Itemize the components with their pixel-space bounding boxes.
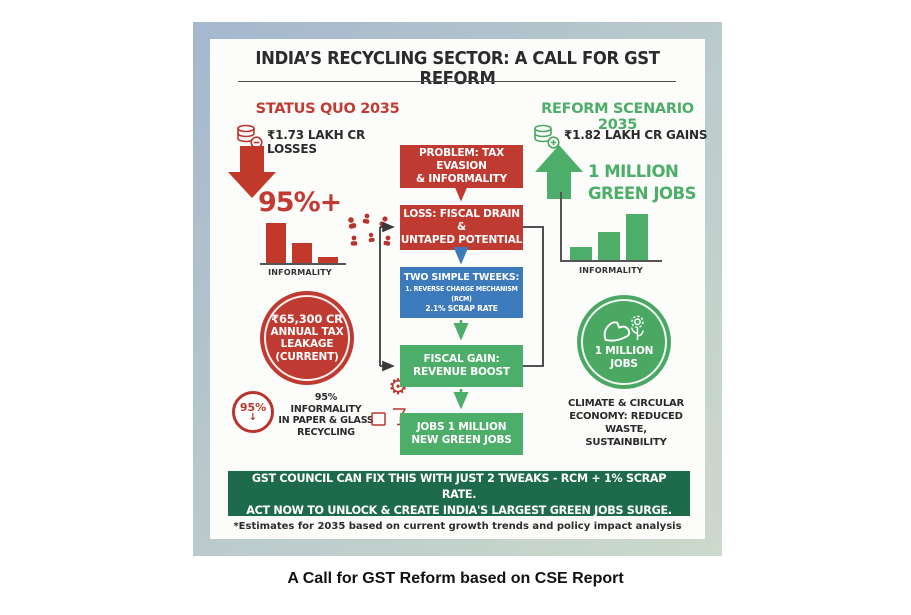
tax-leakage-circle: ₹65,300 CR ANNUAL TAX LEAKAGE (CURRENT) <box>260 291 354 385</box>
flow-gain-box: FISCAL GAIN: REVENUE BOOST <box>400 345 523 387</box>
status-quo-amount: ₹1.73 LAKH CR LOSSES <box>267 128 366 156</box>
chart-bar <box>570 247 592 260</box>
status-quo-heading: STATUS QUO 2035 <box>255 101 400 117</box>
badge-down-arrow-icon: ↓ <box>248 411 258 423</box>
flow-tweaks-box: TWO SIMPLE TWEEKS: 1. REVERSE CHARGE MEC… <box>400 267 523 318</box>
strength-and-growth-icon <box>599 314 649 345</box>
chart-bar <box>266 223 286 263</box>
million-jobs-circle: 1 MILLION JOBS <box>577 295 671 389</box>
status-quo-chart-label: INFORMALITY <box>268 268 332 277</box>
infographic-frame: INDIA’S RECYCLING SECTOR: A CALL FOR GST… <box>193 22 722 556</box>
infographic-card: INDIA’S RECYCLING SECTOR: A CALL FOR GST… <box>210 39 708 539</box>
reform-heading: REFORM SCENARIO 2035 <box>541 101 694 133</box>
big-green-up-arrow-icon <box>535 145 583 199</box>
informal-workers-icon <box>342 211 398 251</box>
flow-loss-box: LOSS: FISCAL DRAIN & UNTAPED POTENTIAL <box>400 205 523 250</box>
chart-bar <box>626 214 648 260</box>
informality-stat: 95%+ <box>258 187 342 218</box>
informality-badge: 95% ↓ <box>232 391 274 433</box>
image-caption: A Call for GST Reform based on CSE Repor… <box>287 570 624 587</box>
chart-bar <box>292 243 312 263</box>
leakage-amount: ₹65,300 CR <box>271 312 343 326</box>
status-quo-bar-chart <box>260 221 346 265</box>
estimates-footnote: *Estimates for 2035 based on current gro… <box>233 521 682 532</box>
chart-bar <box>318 257 338 263</box>
informality-badge-text: 95% INFORMALITY IN PAPER & GLASS RECYCLI… <box>278 392 374 438</box>
flow-jobs-box: JOBS 1 MILLION NEW GREEN JOBS <box>400 413 523 455</box>
flow-problem-box: PROBLEM: TAX EVASION & INFORMALITY <box>400 145 523 188</box>
coins-plus-icon <box>532 122 560 150</box>
climate-economy-text: CLIMATE & CIRCULAR ECONOMY: REDUCED WAST… <box>567 398 685 448</box>
reform-bar-chart <box>560 192 662 262</box>
green-jobs-headline: 1 MILLION GREEN JOBS <box>588 162 696 203</box>
infographic-title: INDIA’S RECYCLING SECTOR: A CALL FOR GST… <box>255 49 660 89</box>
chart-bar <box>598 232 620 260</box>
call-to-action-banner: GST COUNCIL CAN FIX THIS WITH JUST 2 TWE… <box>228 471 690 517</box>
coins-minus-icon <box>235 122 263 150</box>
reform-amount: ₹1.82 LAKH CR GAINS <box>564 128 708 142</box>
reform-chart-label: INFORMALITY <box>579 266 643 275</box>
title-divider <box>238 81 676 82</box>
